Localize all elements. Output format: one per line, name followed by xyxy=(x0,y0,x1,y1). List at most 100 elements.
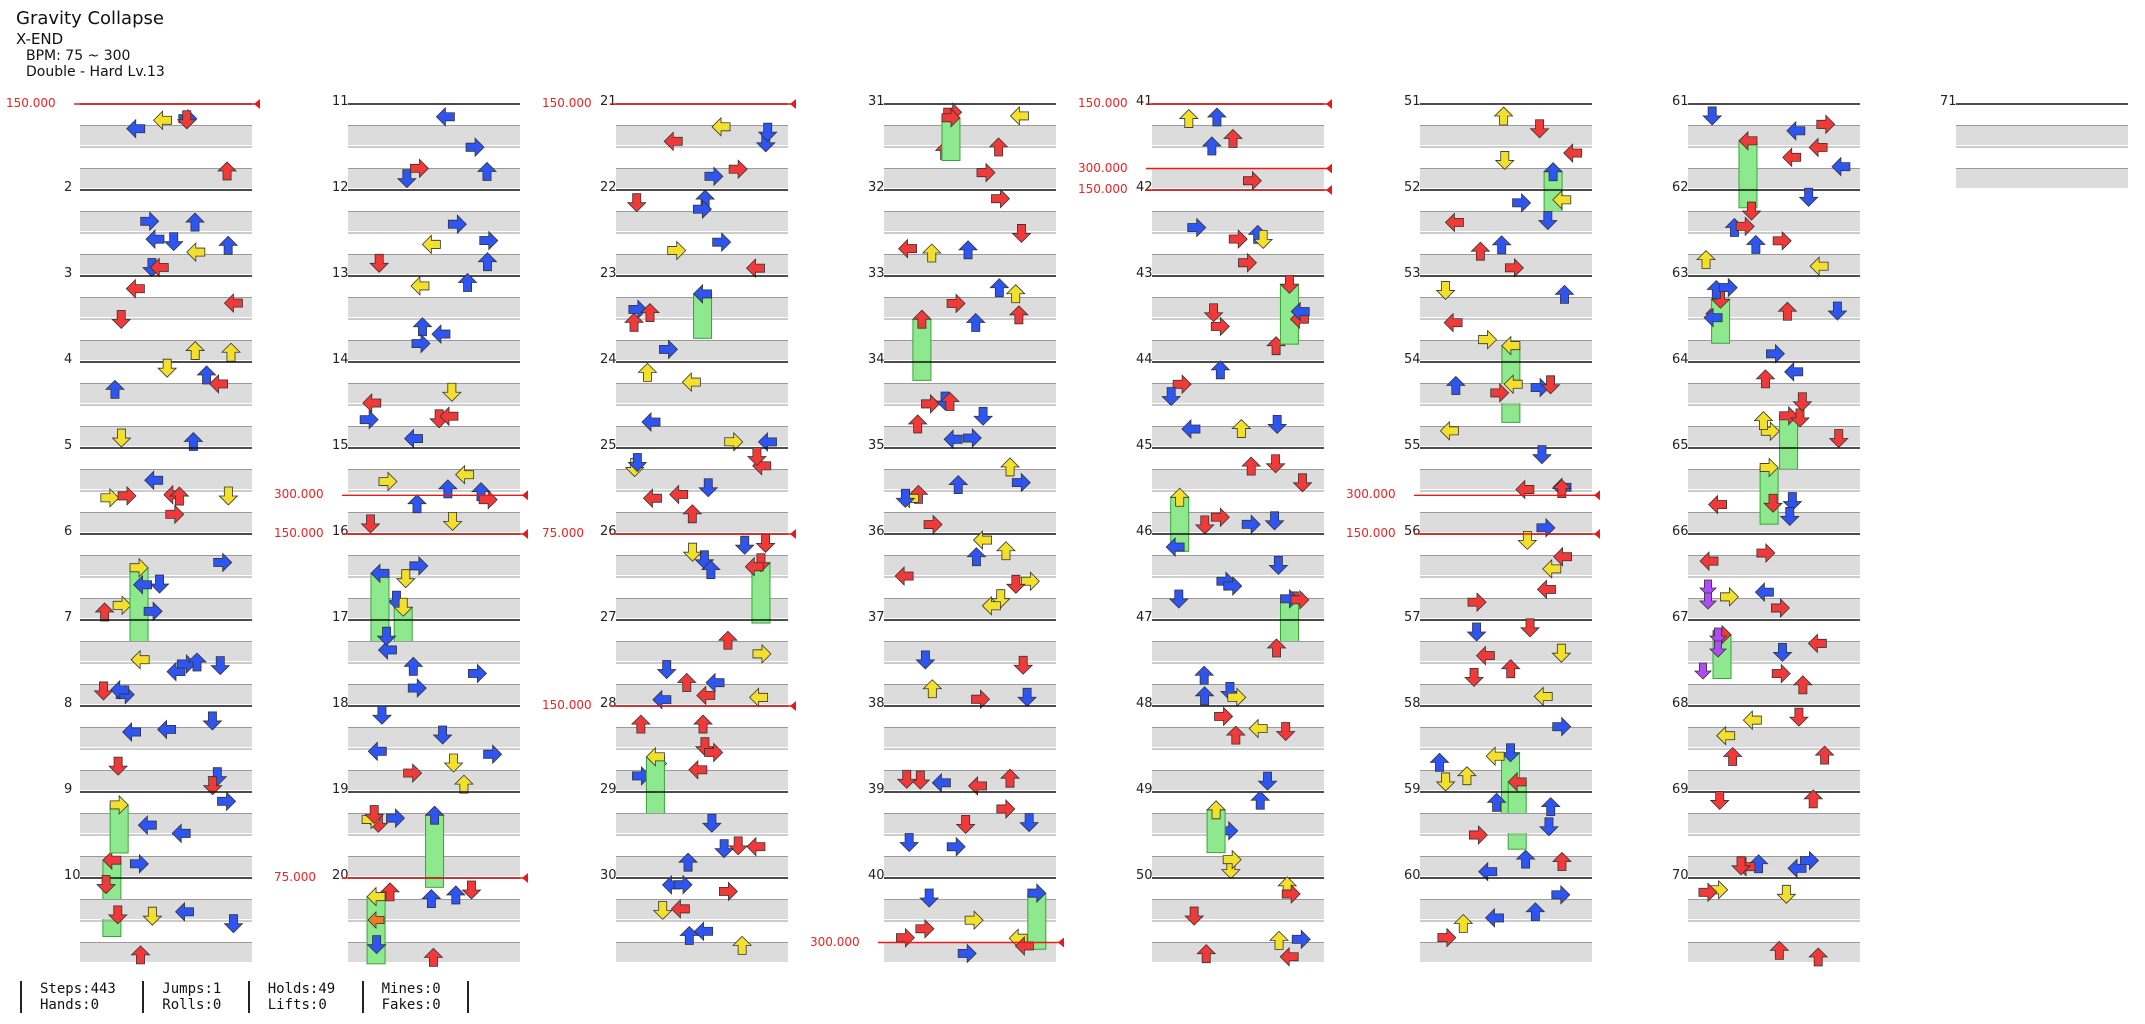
arrow-note xyxy=(202,711,223,731)
arrow-note xyxy=(1445,375,1466,395)
arrow-note xyxy=(1759,457,1779,478)
arrow-note xyxy=(364,805,385,825)
bpm-change-label: 150.000 xyxy=(6,96,56,110)
measure-number: 31 xyxy=(868,94,885,109)
arrow-note xyxy=(187,652,207,672)
arrow-note xyxy=(1214,706,1234,727)
arrow-note xyxy=(468,663,487,684)
arrow-note xyxy=(183,431,204,451)
arrow-note xyxy=(1786,120,1806,141)
arrow-note xyxy=(218,486,239,506)
arrow-note xyxy=(1828,429,1849,449)
stat-steps: Steps:443 xyxy=(40,981,116,997)
arrow-note xyxy=(966,547,987,567)
arrow-note xyxy=(1169,487,1190,507)
arrow-note xyxy=(96,875,117,895)
measure-number: 53 xyxy=(1404,266,1421,281)
arrow-note xyxy=(1754,582,1774,603)
arrow-note xyxy=(704,166,724,187)
arrow-note xyxy=(976,162,996,183)
arrow-note xyxy=(395,569,416,589)
arrow-note xyxy=(645,746,665,767)
measure-number: 16 xyxy=(332,524,349,539)
arrow-note xyxy=(973,406,994,426)
arrow-note xyxy=(378,471,398,492)
arrow-note xyxy=(412,317,433,337)
stat-jumps: Jumps:1 xyxy=(162,981,222,997)
arrow-note xyxy=(1491,235,1512,255)
arrow-note xyxy=(1435,772,1456,792)
arrow-note xyxy=(439,406,459,427)
arrow-note xyxy=(1241,514,1261,535)
arrow-note xyxy=(972,530,992,551)
arrow-note xyxy=(1525,902,1546,922)
arrow-note xyxy=(1552,716,1572,737)
measure-number: 71 xyxy=(1940,94,1957,109)
arrow-note xyxy=(109,794,129,815)
arrow-note xyxy=(1279,946,1299,967)
arrow-note xyxy=(1464,667,1485,687)
measure-grid xyxy=(1146,99,1332,967)
bpm-change-label: 300.000 xyxy=(810,934,860,949)
arrow-note xyxy=(1531,445,1552,465)
arrow-note xyxy=(640,303,660,323)
arrow-note xyxy=(386,808,406,829)
arrow-note xyxy=(1551,643,1572,663)
arrow-note xyxy=(217,791,237,812)
orange-arrow xyxy=(367,911,385,929)
arrow-note xyxy=(1741,201,1762,221)
arrow-note xyxy=(157,719,177,740)
measure-number: 49 xyxy=(1136,782,1153,797)
arrow-note xyxy=(366,935,387,955)
arrow-note xyxy=(996,541,1016,561)
arrow-note xyxy=(1264,511,1285,531)
arrow-note xyxy=(437,479,458,499)
arrow-note xyxy=(1563,143,1583,164)
arrow-note xyxy=(1490,382,1510,403)
arrow-note xyxy=(663,131,683,152)
bpm-change-label: 300.000 xyxy=(274,487,324,502)
arrow-note xyxy=(137,815,157,836)
arrow-note xyxy=(465,137,485,158)
bpm-change-label: 150.000 xyxy=(1078,96,1128,110)
measure-number: 42 xyxy=(1136,180,1153,195)
arrow-note xyxy=(174,901,194,922)
arrow-note xyxy=(1807,633,1827,654)
arrow-note xyxy=(1533,686,1553,707)
arrow-note xyxy=(372,705,392,725)
arrow-note xyxy=(130,649,150,670)
arrow-note xyxy=(1269,930,1290,950)
bpm-change-label: 150.000 xyxy=(542,698,592,712)
arrow-note xyxy=(1782,147,1802,168)
arrow-note xyxy=(404,428,423,449)
measure-number: 54 xyxy=(1404,352,1421,367)
arrow-note xyxy=(676,672,697,692)
arrow-note xyxy=(1279,274,1300,294)
arrow-note xyxy=(1187,217,1207,238)
measure-number: 65 xyxy=(1672,438,1689,453)
arrow-note xyxy=(659,339,679,360)
arrow-note xyxy=(957,943,977,964)
arrow-note xyxy=(457,272,478,292)
arrow-note xyxy=(922,679,943,699)
measure-number: 29 xyxy=(600,782,617,797)
arrow-note xyxy=(1222,849,1242,870)
arrow-note xyxy=(376,626,397,646)
arrow-note xyxy=(1779,405,1799,426)
arrow-note xyxy=(1000,457,1021,477)
arrow-note xyxy=(1443,312,1463,333)
arrow-note xyxy=(693,199,712,220)
arrow-note xyxy=(221,342,241,362)
arrow-note xyxy=(682,504,703,524)
arrow-note xyxy=(1267,415,1288,434)
stat-fakes: Fakes:0 xyxy=(381,997,441,1014)
arrow-note xyxy=(108,756,129,776)
arrow-note xyxy=(630,714,651,734)
arrow-note xyxy=(1268,556,1289,575)
arrow-note xyxy=(393,597,414,617)
stat-hands: Hands:0 xyxy=(40,997,100,1014)
arrow-note xyxy=(923,514,943,535)
arrow-note xyxy=(1435,281,1456,300)
arrow-note xyxy=(1172,374,1192,395)
arrow-note xyxy=(894,566,914,587)
